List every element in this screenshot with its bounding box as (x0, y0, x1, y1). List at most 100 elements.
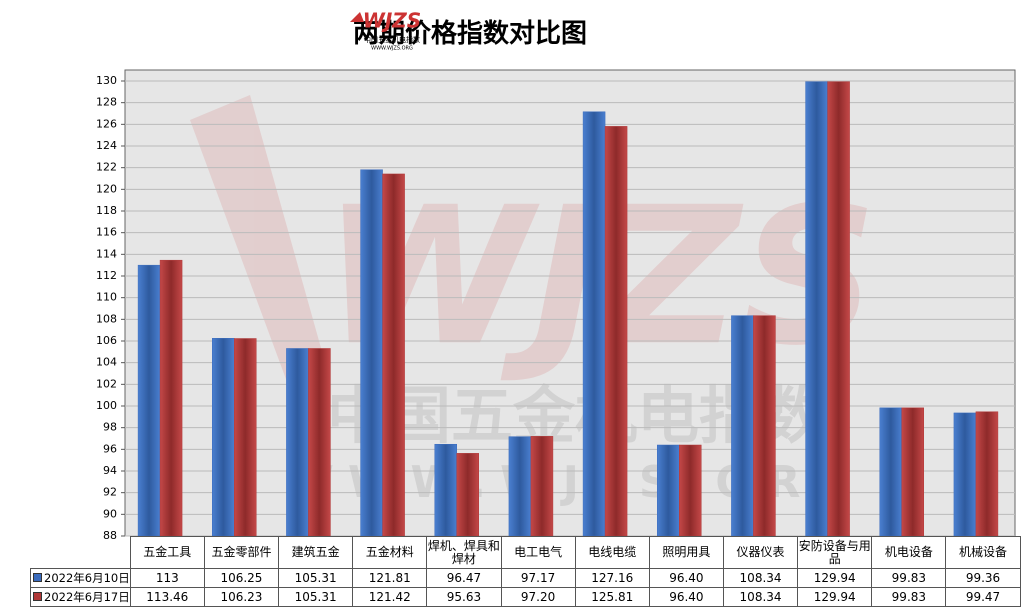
bar (382, 173, 405, 537)
bar (827, 81, 850, 537)
data-label: 106.23 (203, 587, 280, 607)
series-row: 2022年6月10日 113 106.25 105.31 121.81 96.47 97.1… (30, 568, 1021, 588)
y-tick-label: 90 (103, 507, 117, 520)
y-tick-label: 122 (96, 161, 117, 174)
logo-url: WWW.WJZS.ORG (371, 46, 413, 52)
bar (212, 338, 235, 537)
bar (953, 412, 977, 537)
y-tick-label: 120 (96, 182, 117, 195)
y-tick-label: 96 (103, 442, 117, 455)
x-tick-label: 机电设备 (871, 536, 947, 569)
data-table: 五金工具 五金零部件 建筑五金 五金材料 焊机、焊具和焊材 电工电气 电线电缆 照明用具 仪器仪… (30, 536, 1021, 607)
legend-label: 2022年6月10日 (44, 571, 130, 585)
bar (975, 411, 999, 537)
legend-swatch (33, 592, 42, 601)
bar (308, 348, 331, 537)
y-tick-label: 112 (96, 269, 117, 282)
y-tick-label: 116 (96, 226, 117, 239)
logo-mark: WJZS (363, 9, 421, 33)
series-row: 2022年6月17日 113.46 106.23 105.31 121.42 95.63 9… (30, 587, 1021, 607)
data-label: 127.16 (574, 568, 650, 588)
bar (582, 111, 606, 537)
bar (604, 126, 628, 537)
y-tick-label: 114 (96, 247, 117, 260)
data-label: 125.81 (574, 587, 650, 607)
y-tick-label: 130 (96, 74, 117, 87)
y-tick-label: 124 (96, 139, 117, 152)
bar (530, 436, 554, 537)
x-tick-label: 焊机、焊具和焊材 (426, 536, 502, 569)
plot-area (124, 69, 1016, 537)
y-tick-label: 104 (96, 356, 117, 369)
y-tick-label: 94 (103, 464, 117, 477)
data-label: 108.34 (722, 568, 799, 588)
x-tick-label: 五金工具 (129, 536, 205, 569)
logo-arrow (350, 12, 364, 22)
data-label: 99.83 (871, 587, 947, 607)
data-label: 96.40 (648, 587, 724, 607)
bar (234, 338, 257, 537)
data-label: 121.81 (352, 568, 428, 588)
y-tick-label: 128 (96, 96, 117, 109)
data-label: 113 (129, 568, 205, 588)
bar (360, 169, 383, 537)
chart-title: 两期价格指数对比图 (353, 18, 587, 49)
x-tick-label: 五金零部件 (203, 536, 280, 569)
bar (657, 444, 680, 537)
bar (805, 81, 828, 537)
y-tick-label: 100 (96, 399, 117, 412)
y-tick-label: 92 (103, 486, 117, 499)
data-label: 99.36 (945, 568, 1021, 588)
bar (286, 348, 309, 537)
y-tick-label: 126 (96, 117, 117, 130)
x-tick-label: 电工电气 (500, 536, 576, 569)
x-tick-label: 照明用具 (648, 536, 724, 569)
bar (731, 315, 754, 537)
bar (159, 259, 183, 537)
y-tick-label: 118 (96, 204, 117, 217)
data-label: 96.40 (648, 568, 724, 588)
x-tick-label: 安防设备与用品 (797, 536, 873, 569)
data-label: 99.83 (871, 568, 947, 588)
watermark-arrow (190, 95, 330, 390)
bar (434, 443, 457, 537)
legend-swatch (33, 573, 42, 582)
bar (137, 264, 161, 537)
y-tick-label: 106 (96, 334, 117, 347)
y-tick-label: 98 (103, 421, 117, 434)
legend-entry: 2022年6月10日 (30, 568, 131, 588)
x-tick-label: 电线电缆 (574, 536, 650, 569)
bar (456, 453, 479, 537)
data-label: 129.94 (797, 587, 873, 607)
data-label: 96.47 (426, 568, 502, 588)
data-label: 108.34 (722, 587, 799, 607)
category-row: 五金工具 五金零部件 建筑五金 五金材料 焊机、焊具和焊材 电工电气 电线电缆 照明用具 仪器仪… (30, 536, 1021, 569)
y-tick-label: 108 (96, 312, 117, 325)
bar (508, 436, 532, 537)
data-label: 97.17 (500, 568, 576, 588)
bar (679, 444, 702, 537)
x-tick-label: 建筑五金 (278, 536, 354, 569)
bar (753, 315, 776, 537)
data-label: 105.31 (278, 587, 354, 607)
data-label: 129.94 (797, 568, 873, 588)
data-label: 121.42 (352, 587, 428, 607)
data-label: 113.46 (129, 587, 205, 607)
logo-name: 中国五金机电指数 (364, 35, 420, 44)
legend-entry: 2022年6月17日 (30, 587, 131, 607)
x-tick-label: 机械设备 (945, 536, 1021, 569)
y-tick-label: 102 (96, 377, 117, 390)
x-tick-label: 仪器仪表 (722, 536, 799, 569)
data-label: 106.25 (203, 568, 280, 588)
data-label: 99.47 (945, 587, 1021, 607)
x-tick-label: 五金材料 (352, 536, 428, 569)
data-label: 97.20 (500, 587, 576, 607)
bar (879, 407, 902, 537)
bar (901, 407, 924, 537)
corner (30, 536, 131, 569)
y-tick-label: 110 (96, 291, 117, 304)
data-label: 105.31 (278, 568, 354, 588)
legend-label: 2022年6月17日 (44, 590, 130, 604)
